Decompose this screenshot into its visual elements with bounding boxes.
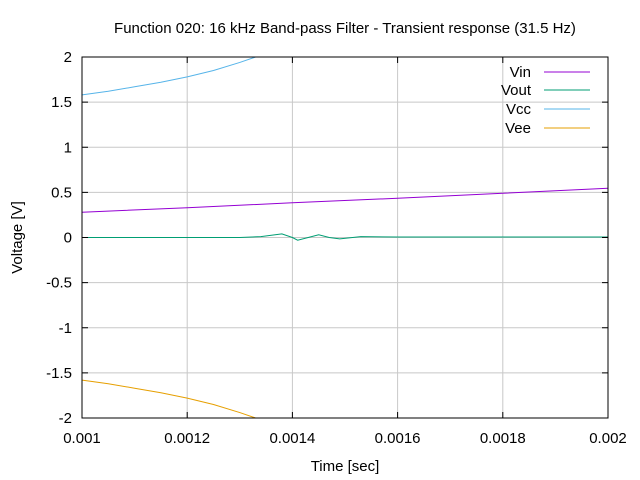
- y-tick-label: -1: [59, 320, 72, 337]
- ticks: 0.001 0.0012 0.0014 0.0016 0.0018 0.002 2 1.5 1 0…: [46, 49, 627, 447]
- y-tick-label: 1: [64, 139, 72, 156]
- y-tick-label: 2: [64, 49, 72, 66]
- series-line-vout: [82, 233, 608, 241]
- chart-title: Function 020: 16 kHz Band-pass Filter - …: [114, 20, 576, 37]
- y-tick-label: -2: [59, 410, 72, 427]
- legend-label-vin: Vin: [510, 64, 531, 81]
- x-tick-label: 0.002: [589, 430, 627, 447]
- x-tick-label: 0.0012: [164, 430, 210, 447]
- x-tick-label: 0.001: [63, 430, 101, 447]
- grid: [82, 57, 608, 418]
- y-axis-label: Voltage [V]: [9, 201, 26, 274]
- y-tick-label: 0.5: [51, 184, 72, 201]
- series-layer: [82, 57, 608, 418]
- series-line-vcc: [82, 57, 256, 96]
- x-tick-label: 0.0016: [375, 430, 421, 447]
- legend-label-vee: Vee: [505, 120, 531, 137]
- x-axis-label: Time [sec]: [311, 458, 380, 475]
- series-line-vee: [82, 379, 256, 418]
- y-tick-label: -0.5: [46, 275, 72, 292]
- x-tick-label: 0.0018: [480, 430, 526, 447]
- legend-label-vcc: Vcc: [506, 101, 532, 118]
- y-tick-label: -1.5: [46, 365, 72, 382]
- y-tick-label: 0: [64, 230, 72, 247]
- legend-label-vout: Vout: [501, 82, 532, 99]
- x-tick-label: 0.0014: [269, 430, 315, 447]
- series-line-vin: [82, 187, 608, 213]
- y-tick-label: 1.5: [51, 94, 72, 111]
